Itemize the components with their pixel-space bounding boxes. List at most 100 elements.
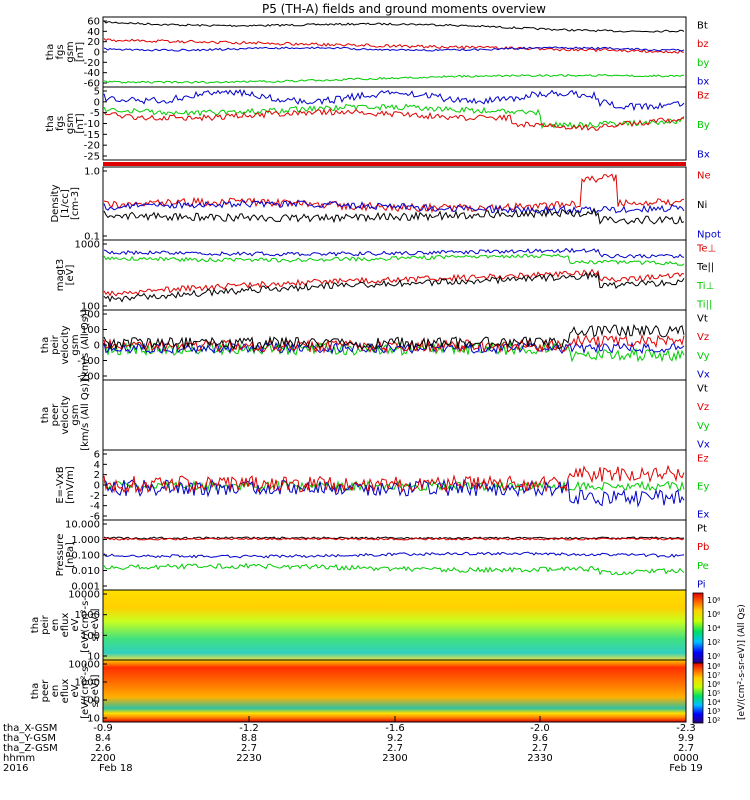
panel-4-legend-2: Te|| [696,262,714,273]
panel-2-trace-3 [103,107,685,131]
panel-6-legend-2: Vz [697,402,709,413]
panel-8-ytick-label: 0.001 [71,582,100,593]
colorbar-group: [eV/(cm²-s-sr-eV)] (All Qs) 10⁸ 10⁶ 10⁴ 10²… [692,592,747,725]
panel-1-ylabel: fgs [55,44,66,59]
x-tick-value: 8.8 [241,733,257,744]
colorbar-top-tick: 10⁸ [707,596,720,605]
panel-2-ytick-label: 5 [94,87,100,98]
panel-9-ytick-label: 1000 [75,610,100,621]
panel-3-trace-2 [103,200,685,215]
panel-3-ytick-label: 1.0 [84,167,100,178]
panel-9: 10000 1000 100 10 tha peir en eflux eV [eV/(cm²-s… [30,589,687,663]
panel-8-legend-2: Pb [697,542,709,553]
electron-spectrogram [103,660,686,722]
x-tick-value: -2.3 [676,723,696,734]
x-axis-annotations: tha_X-GSMtha_Y-GSMtha_Z-GSMhhmm2016-0.98… [3,716,703,774]
panel-3-trace-3 [103,207,685,225]
panel-3-trace-1 [103,173,685,214]
x-tick-value: 2330 [527,753,552,764]
panel-10-ylabel: eflux [60,679,71,704]
x-tick-value: 2230 [236,753,261,764]
figure-title: P5 (TH-A) fields and ground moments over… [262,2,546,16]
colorbar-bottom-tick: 10⁵ [707,689,720,698]
colorbar-bottom-tick: 10⁶ [707,680,720,689]
x-row-label: 2016 [3,763,28,774]
panel-8-trace-1 [103,536,685,540]
panel-8-trace-2 [103,537,685,541]
panel-4-legend-4: Ti|| [696,300,712,311]
panel-6-ylabel: tha [40,407,51,423]
colorbar-bottom-tick: 10⁴ [707,698,720,707]
panel-8-trace-3 [103,551,685,559]
panel-2-ytick-label: -20 [84,141,100,152]
panel-5-ytick-label: 100 [81,325,100,336]
panel-6-legend-1: Vt [697,384,708,395]
panel-8-ylabel: [nPa] [65,542,76,568]
panel-3-ytick-label: 0.1 [84,232,100,243]
colorbar-top-tick: 10² [707,638,720,647]
x-tick-value: 2.7 [678,743,694,754]
x-tick-value: 8.4 [95,733,111,744]
panel-2-ylabel: fgs [55,116,66,131]
panel-2-ytick-label: -5 [90,108,100,119]
panel-10-ytick-label: 10 [87,714,100,725]
panel-2-trace-1 [103,88,685,112]
panel-7-ytick-label: 6 [94,450,100,461]
colorbar-bottom [692,662,704,724]
panel-1-ytick-label: -20 [84,58,100,69]
ion-spectrogram [103,590,686,660]
panel-2-ylabel: tha [45,115,56,131]
panel-1-ytick-label: -60 [84,79,100,90]
panel-1-trace-2 [103,38,685,54]
panel-9-ylabel: eV [70,618,81,631]
panel-6-frame [102,379,687,451]
panel-10-ylabel: peer [40,679,51,703]
panel-2-ytick-label: -10 [84,119,100,130]
panel-4-ylabel: [eV] [65,265,76,286]
colorbar-bottom-tick: 10³ [707,707,720,716]
panel-1-legend-3: by [697,58,709,69]
panel-10-ytick-label: 1000 [75,678,100,689]
panel-2-legend-3: Bx [697,150,710,161]
panel-1-legend-2: bz [697,39,709,50]
x-tick-value: 9.9 [678,733,694,744]
x-tick-value: -0.9 [93,723,113,734]
x-tick-value: 2.6 [95,743,111,754]
panel-1-ylabel: gsm [65,41,76,62]
panel-1-trace-4 [103,73,685,84]
panel-4-ytick-label: 1000 [75,240,100,251]
panel-10-ylabel: [eV/(cm²-s- [80,663,91,719]
panel-5-ytick-label: 0 [94,341,100,352]
panel-7-ytick-label: -2 [90,491,100,502]
panel-8-ytick-label: 0.100 [71,551,100,562]
colorbar-top-tick: 10⁶ [707,610,720,619]
panel-7-legend-3: Ex [697,510,709,521]
x-tick-value: -2.0 [530,723,550,734]
panel-8-legend-3: Pe [697,561,709,572]
panel-7-ylabel: [mV/m] [65,466,76,504]
panel-4-ylabel: magt3 [55,259,66,292]
x-tick-value: 0000 [673,753,698,764]
panel-1-legend-1: Bt [697,21,708,32]
panel-1-trace-3 [103,46,685,52]
panel-1-legend-4: bx [697,77,709,88]
panel-8: 10.000 1.000 0.100 0.010 0.001 Pressure [nPa] P… [55,519,709,593]
panel-8-ytick-label: 10.000 [65,520,100,531]
panel-8-ytick-label: 1.000 [71,535,100,546]
panel-2-legend-2: By [697,120,710,131]
panel-7-legend-1: Ez [697,454,709,465]
panel-1-ytick-label: 20 [87,37,100,48]
panel-5-trace-2 [103,341,685,355]
panel-5-legend-4: Vx [697,370,710,381]
x-tick-value: -1.2 [239,723,259,734]
panel-4-trace-2 [103,253,685,266]
panel-7-ytick-label: -6 [90,512,100,523]
panel-4-legend-1: Te⊥ [696,244,716,255]
panel-5-legend-1: Vt [697,314,708,325]
x-row-label: tha_Y-GSM [3,733,56,744]
panel-3-ylabel: [cm-3] [70,187,81,220]
panel-5-ylabel: peir [50,334,61,354]
